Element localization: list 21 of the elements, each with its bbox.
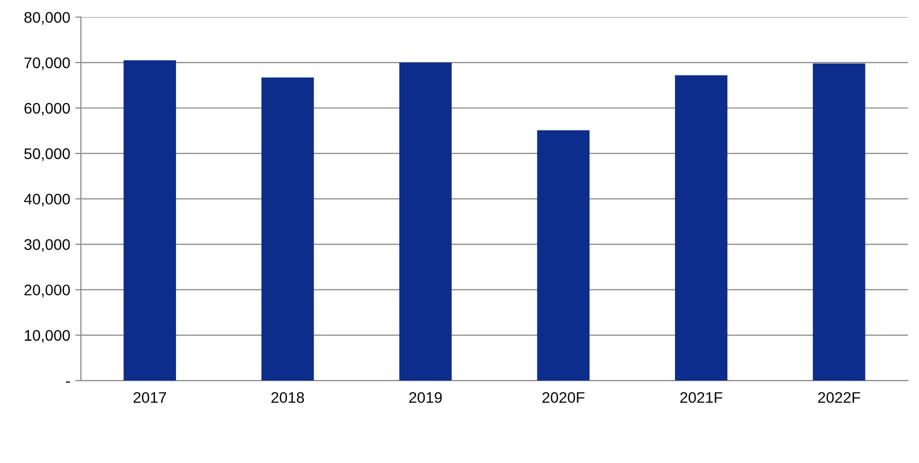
bar — [812, 63, 866, 381]
bar — [399, 62, 452, 381]
y-tick-label: 10,000 — [24, 330, 70, 343]
x-tick-label: 2022F — [818, 392, 860, 403]
y-tick-label: 70,000 — [24, 57, 70, 70]
y-tick-label: 20,000 — [24, 284, 70, 298]
bar — [675, 75, 728, 381]
y-tick-label: 80,000 — [24, 12, 70, 25]
y-tick-label: 50,000 — [24, 148, 70, 161]
x-tick-label: 2019 — [409, 392, 442, 403]
bar — [537, 130, 590, 381]
x-tick-label: 2020F — [542, 392, 584, 403]
bar — [124, 60, 176, 381]
x-tick-label: 2021F — [680, 392, 722, 403]
y-tick-label: 60,000 — [24, 102, 70, 116]
y-tick-label: 30,000 — [24, 239, 70, 252]
x-tick-label: 2018 — [271, 392, 304, 403]
y-tick-label: - — [66, 381, 70, 383]
x-tick-label: 2017 — [134, 392, 166, 403]
y-tick-label: 40,000 — [24, 194, 70, 206]
bar — [261, 78, 314, 381]
